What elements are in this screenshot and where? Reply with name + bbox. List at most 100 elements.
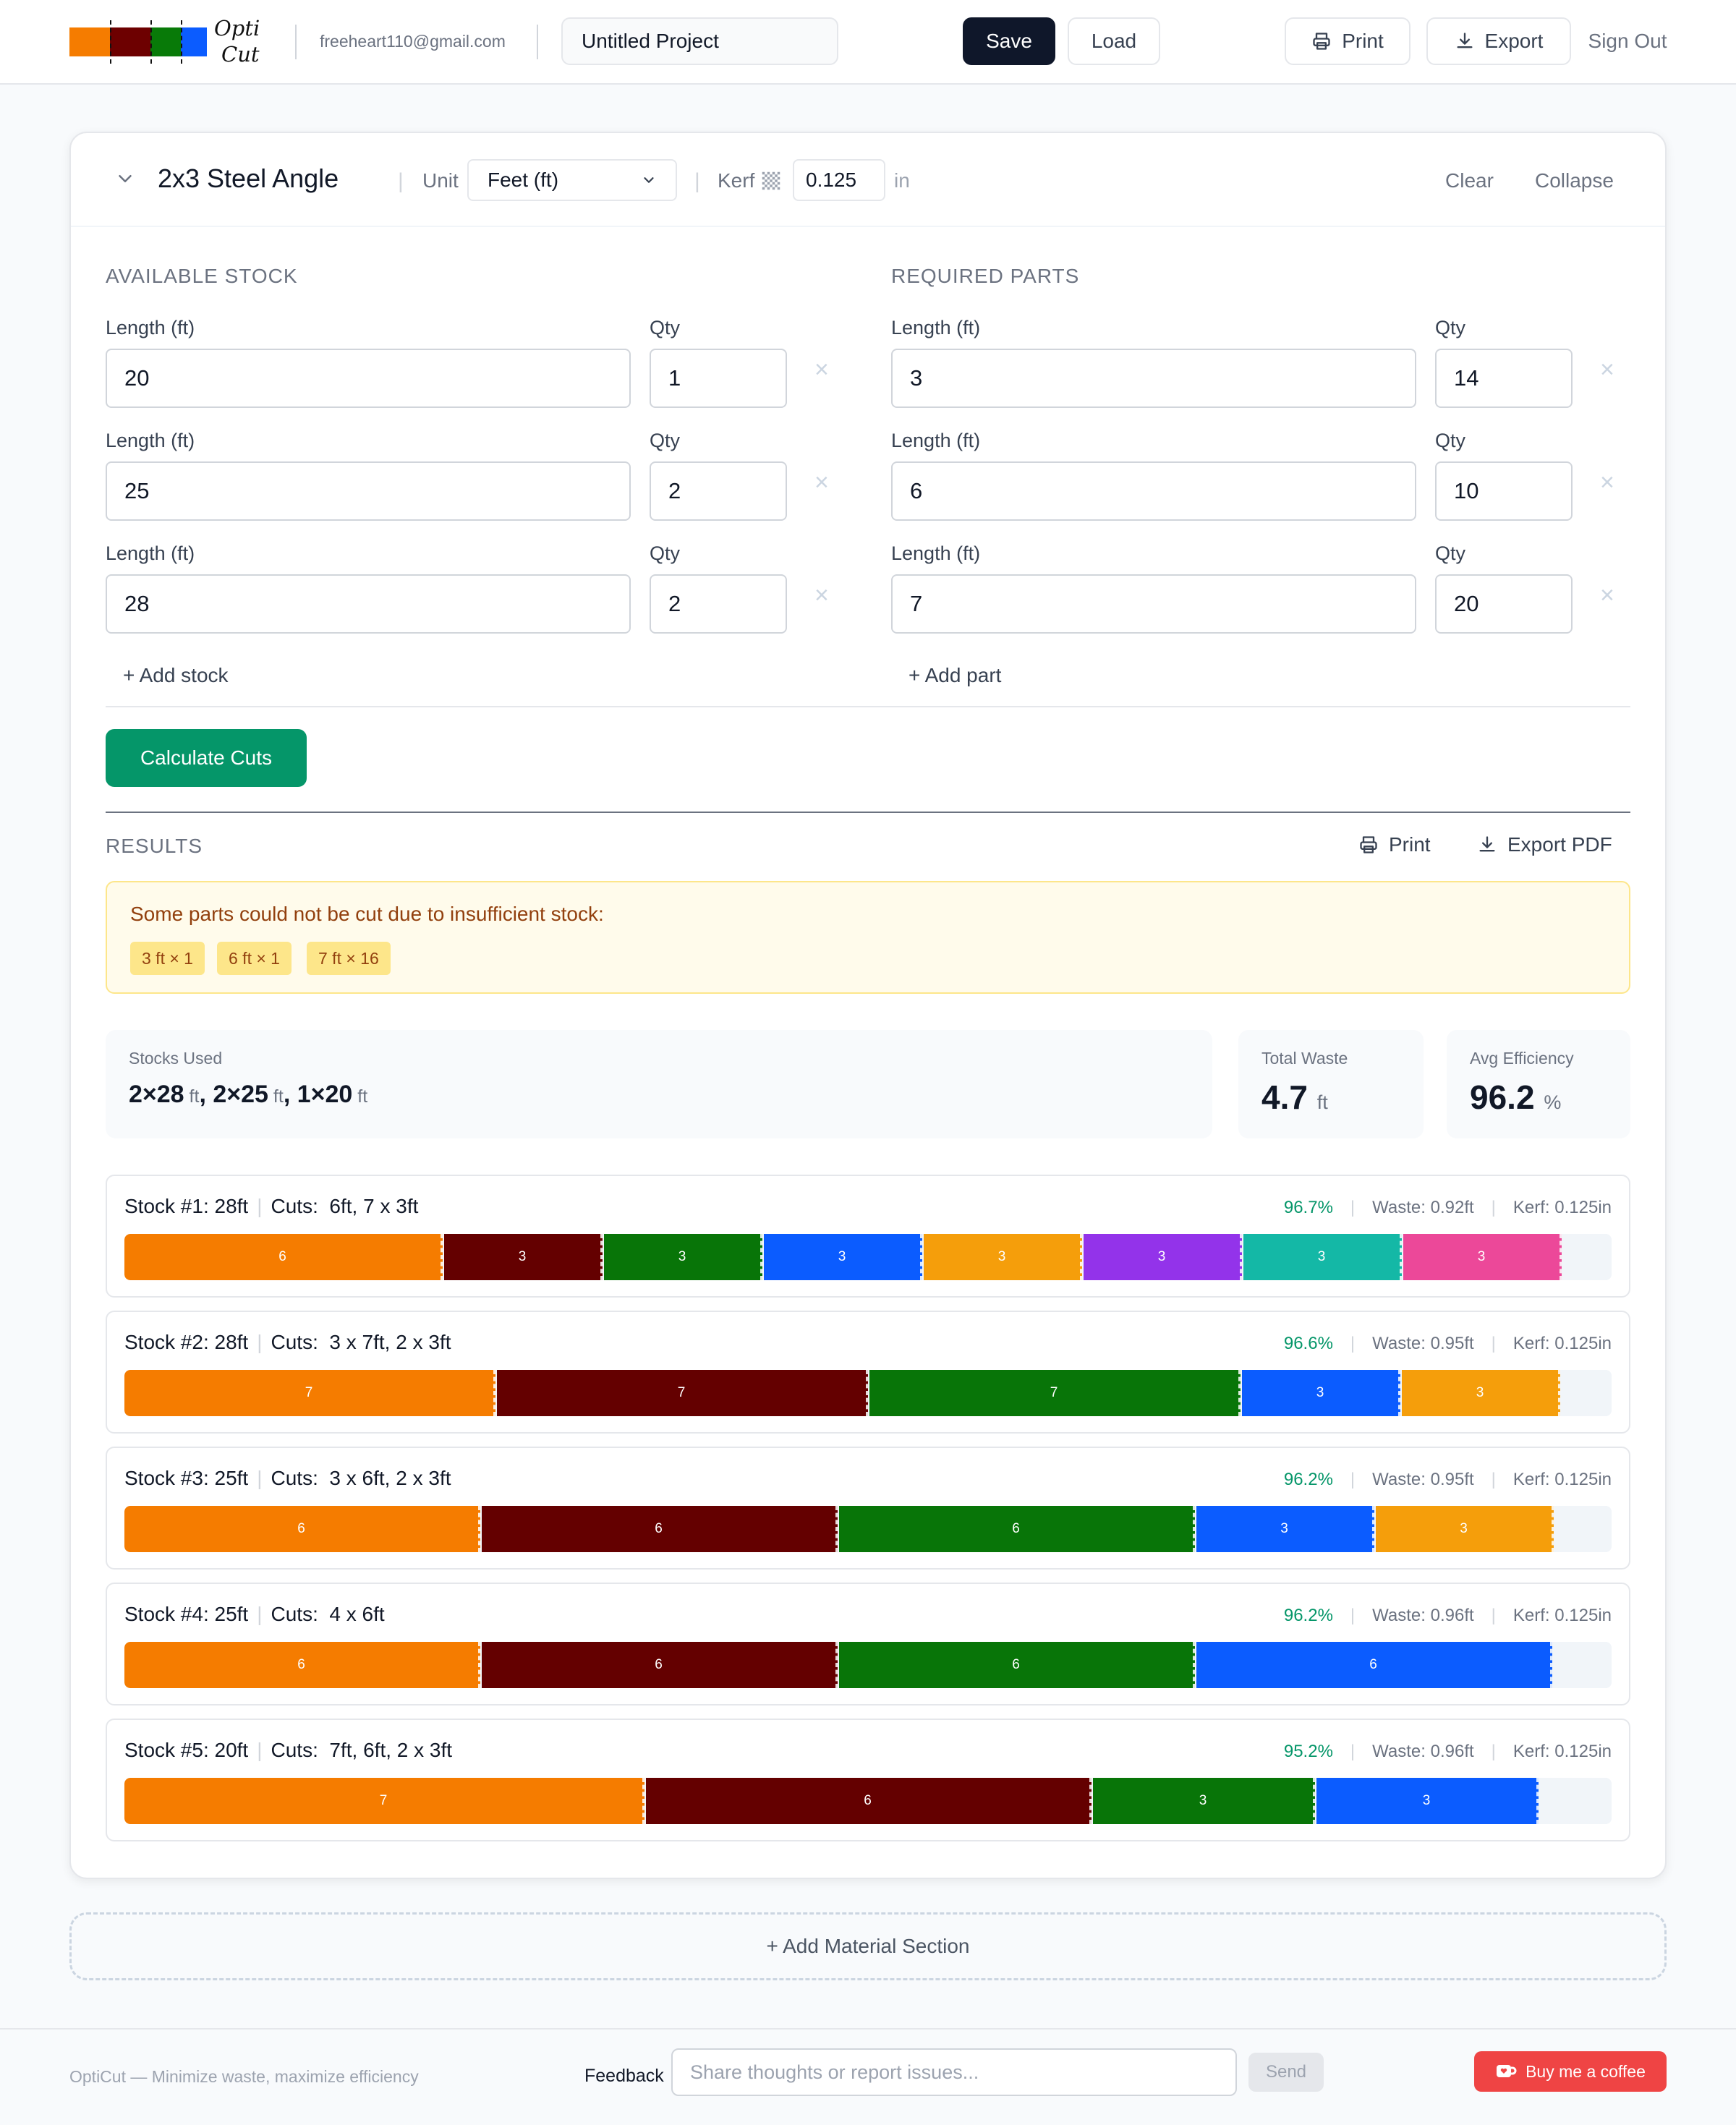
add-part-button[interactable]: + Add part — [909, 664, 1002, 686]
part-length-input[interactable] — [891, 461, 1416, 521]
remove-part-icon[interactable]: × — [1600, 356, 1614, 383]
export-label: Export — [1484, 30, 1544, 52]
kerf-label: Kerf — [718, 169, 755, 192]
part-length-input[interactable] — [891, 574, 1416, 634]
stock-cut-title: Stock #1: 28ft | Cuts: 6ft, 7 x 3ft — [124, 1195, 419, 1217]
remove-part-icon[interactable]: × — [1600, 469, 1614, 496]
stock-cut-title: Stock #2: 28ft | Cuts: 3 x 7ft, 2 x 3ft — [124, 1331, 451, 1353]
insufficient-stock-warning: Some parts could not be cut due to insuf… — [106, 881, 1630, 994]
cut-piece: 3 — [764, 1234, 922, 1280]
stock-length-input[interactable] — [106, 349, 631, 408]
stock-cut-meta: 96.2% | Waste: 0.95ft | Kerf: 0.125in — [1283, 1470, 1612, 1489]
avg-efficiency-label: Avg Efficiency — [1470, 1049, 1574, 1068]
warning-text: Some parts could not be cut due to insuf… — [130, 903, 604, 925]
part-length-input[interactable] — [891, 349, 1416, 408]
stocks-used-value: 2×28 ft, 2×25 ft, 1×20 ft — [129, 1081, 368, 1108]
part-length-label: Length (ft) — [891, 542, 981, 564]
send-feedback-button[interactable]: Send — [1248, 2053, 1324, 2092]
sign-out-button[interactable]: Sign Out — [1578, 17, 1677, 65]
load-button[interactable]: Load — [1068, 17, 1160, 65]
cut-piece: 3 — [1242, 1370, 1400, 1416]
unit-select[interactable]: Feet (ft) — [467, 159, 677, 201]
remove-stock-icon[interactable]: × — [814, 469, 829, 496]
material-title[interactable]: 2x3 Steel Angle — [158, 163, 339, 193]
collapse-button[interactable]: Collapse — [1535, 169, 1614, 192]
results-print-button[interactable]: Print — [1358, 833, 1431, 856]
calculate-cuts-button[interactable]: Calculate Cuts — [106, 729, 307, 787]
feedback-input[interactable] — [671, 2048, 1237, 2096]
part-qty-label: Qty — [1435, 317, 1466, 338]
header-separator: | — [694, 169, 700, 193]
buy-me-coffee-button[interactable]: Buy me a coffee — [1474, 2051, 1667, 2092]
stock-qty-input[interactable] — [650, 574, 787, 634]
coffee-cup-icon — [1497, 2065, 1517, 2077]
add-material-section-button[interactable]: + Add Material Section — [69, 1912, 1667, 1980]
cut-piece: 6 — [124, 1642, 480, 1688]
chevron-down-icon[interactable] — [114, 168, 136, 189]
unfulfilled-part-chip: 7 ft × 16 — [307, 942, 391, 975]
stock-length-input[interactable] — [106, 574, 631, 634]
part-qty-input[interactable] — [1435, 349, 1573, 408]
stock-cut-meta: 96.6% | Waste: 0.95ft | Kerf: 0.125in — [1283, 1334, 1612, 1353]
divider — [106, 812, 1630, 813]
part-qty-input[interactable] — [1435, 461, 1573, 521]
feedback-label: Feedback — [584, 2066, 664, 2086]
part-length-label: Length (ft) — [891, 317, 981, 338]
cut-piece: 6 — [124, 1234, 443, 1280]
export-button[interactable]: Export — [1426, 17, 1571, 65]
divider — [106, 706, 1630, 707]
cut-piece: 6 — [839, 1642, 1195, 1688]
material-section-header: 2x3 Steel Angle | Unit Feet (ft) | Kerf … — [71, 133, 1665, 227]
avg-efficiency-stat: Avg Efficiency 96.2 % — [1447, 1030, 1630, 1138]
stock-cut-title: Stock #3: 25ft | Cuts: 3 x 6ft, 2 x 3ft — [124, 1467, 451, 1489]
cut-piece: 3 — [924, 1234, 1082, 1280]
cut-piece: 3 — [1403, 1234, 1562, 1280]
cut-piece: 3 — [444, 1234, 603, 1280]
clear-button[interactable]: Clear — [1445, 169, 1494, 192]
cut-piece: 3 — [1376, 1506, 1554, 1552]
material-section-card: 2x3 Steel Angle | Unit Feet (ft) | Kerf … — [69, 132, 1667, 1879]
part-qty-input[interactable] — [1435, 574, 1573, 634]
remove-stock-icon[interactable]: × — [814, 582, 829, 609]
remove-stock-icon[interactable]: × — [814, 356, 829, 383]
stock-length-label: Length (ft) — [106, 317, 195, 338]
kerf-pattern-icon — [762, 171, 780, 190]
avg-efficiency-value: 96.2 % — [1470, 1078, 1562, 1116]
save-button[interactable]: Save — [963, 17, 1055, 65]
user-email: freeheart110@gmail.com — [320, 32, 506, 51]
cut-piece: 3 — [1402, 1370, 1560, 1416]
project-name-input[interactable] — [561, 17, 838, 65]
header-separator: | — [398, 169, 404, 193]
remove-part-icon[interactable]: × — [1600, 582, 1614, 609]
unfulfilled-part-chip: 6 ft × 1 — [217, 942, 292, 975]
footer: OptiCut — Minimize waste, maximize effic… — [0, 2028, 1736, 2125]
chevron-down-icon — [644, 177, 654, 183]
add-stock-button[interactable]: + Add stock — [123, 664, 229, 686]
stock-qty-input[interactable] — [650, 349, 787, 408]
print-label: Print — [1342, 30, 1384, 52]
stock-length-label: Length (ft) — [106, 430, 195, 451]
stock-cut-meta: 96.2% | Waste: 0.96ft | Kerf: 0.125in — [1283, 1606, 1612, 1625]
cut-piece: 6 — [124, 1506, 480, 1552]
export-pdf-label: Export PDF — [1507, 833, 1612, 856]
stock-length-label: Length (ft) — [106, 542, 195, 564]
stock-cut-meta: 95.2% | Waste: 0.96ft | Kerf: 0.125in — [1283, 1742, 1612, 1761]
export-pdf-button[interactable]: Export PDF — [1477, 833, 1612, 856]
coffee-label: Buy me a coffee — [1526, 2061, 1646, 2081]
part-length-label: Length (ft) — [891, 430, 981, 451]
unit-label: Unit — [422, 169, 459, 192]
print-button[interactable]: Print — [1285, 17, 1410, 65]
header-divider — [295, 25, 297, 59]
opticut-logo[interactable]: Opti Cut — [69, 16, 266, 68]
cut-piece: 3 — [1243, 1234, 1402, 1280]
kerf-input[interactable] — [793, 159, 885, 201]
stock-qty-label: Qty — [650, 317, 681, 338]
total-waste-label: Total Waste — [1261, 1049, 1348, 1068]
stock-cut-row: Stock #5: 20ft | Cuts: 7ft, 6ft, 2 x 3ft 9… — [106, 1719, 1630, 1841]
stock-qty-input[interactable] — [650, 461, 787, 521]
stock-cut-title: Stock #5: 20ft | Cuts: 7ft, 6ft, 2 x 3ft — [124, 1739, 453, 1761]
stock-length-input[interactable] — [106, 461, 631, 521]
